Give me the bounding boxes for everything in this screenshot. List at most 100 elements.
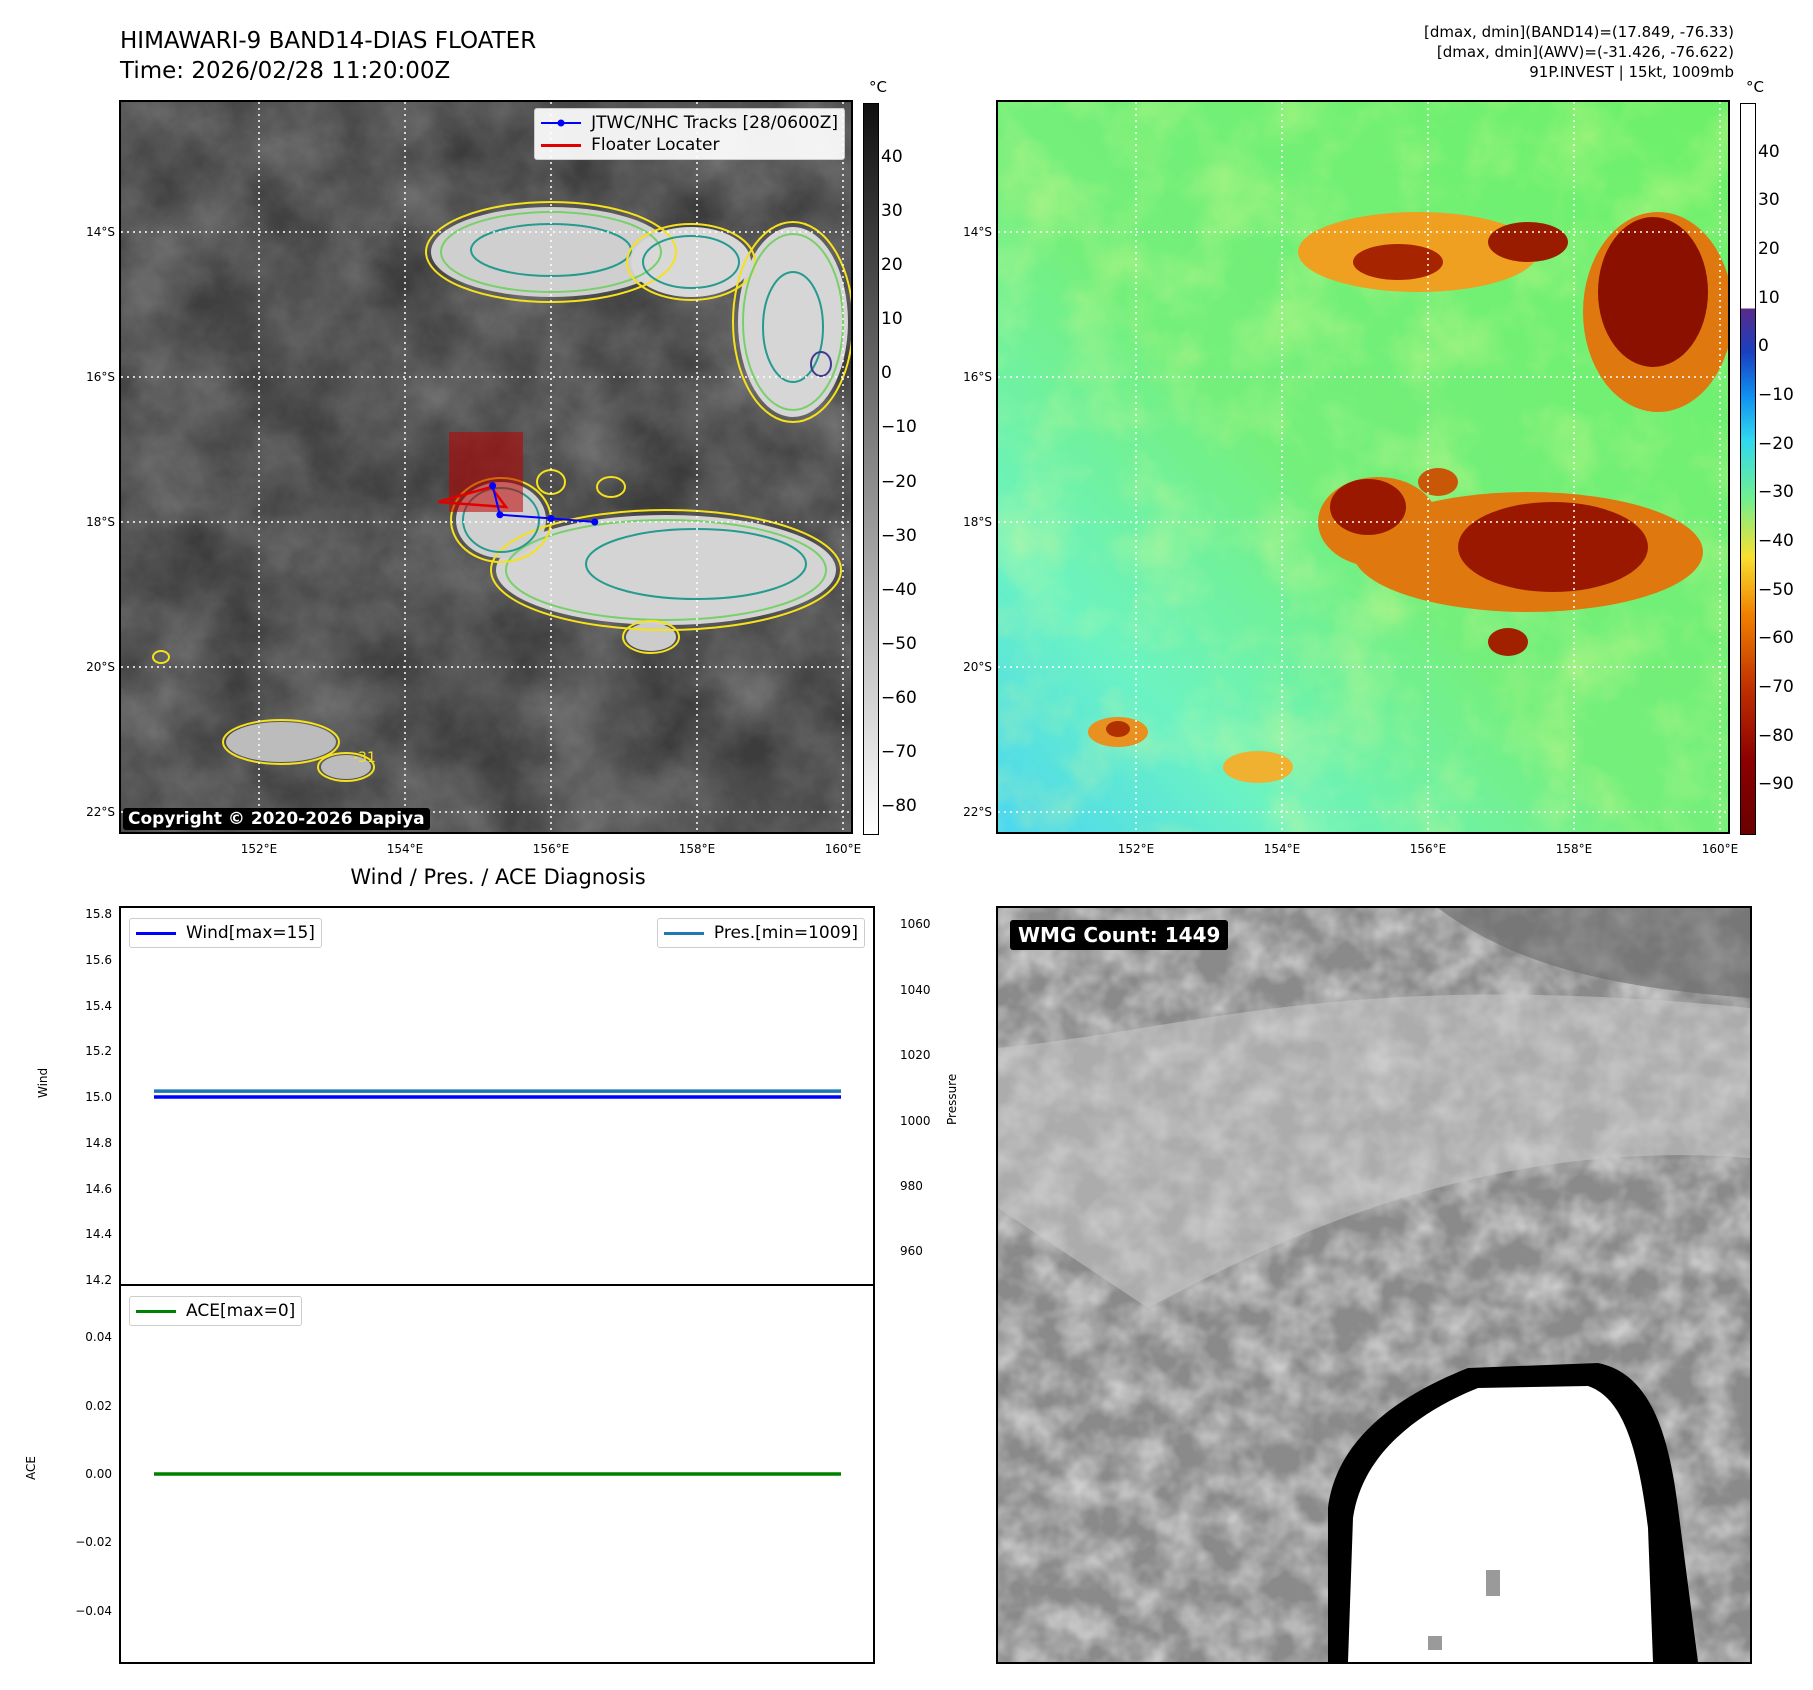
- floater-locater-outline: [437, 485, 509, 509]
- storm-info: 91P.INVEST | 15kt, 1009mb: [1529, 63, 1734, 81]
- legend-locater-label: Floater Locater: [591, 135, 720, 155]
- legend-track-entry: JTWC/NHC Tracks [28/0600Z]: [541, 112, 838, 134]
- band14-lon-tick: 154°E: [386, 842, 424, 856]
- wind-axis-tick: 14.2: [85, 1273, 112, 1287]
- awv-colorbar-tick: −90: [1758, 774, 1794, 795]
- pres-legend-label: Pres.[min=1009]: [713, 923, 858, 943]
- awv-lat-tick: 16°S: [963, 370, 992, 384]
- band14-colorbar-tick: −80: [881, 795, 917, 816]
- wmg-pixel-block-small: [1428, 1636, 1442, 1650]
- wind-legend: Wind[max=15]: [129, 918, 322, 948]
- pres-axis-tick: 1000: [900, 1113, 931, 1128]
- legend-locater-swatch: [541, 143, 582, 147]
- band14-map: -31 JTWC/NHC Tracks [28/0600Z] Floater L…: [119, 100, 853, 834]
- awv-colorbar-tick: −20: [1758, 433, 1794, 454]
- pres-axis-tick: 960: [900, 1244, 923, 1259]
- ace-axis-label: ACE: [24, 1456, 38, 1480]
- ace-axis-tick: 0.00: [85, 1467, 112, 1481]
- wind-legend-swatch: [136, 931, 176, 935]
- wind-axis-tick: 14.6: [85, 1181, 112, 1196]
- floater-locater-box: [449, 432, 523, 512]
- band14-colorbar-tick: −50: [881, 633, 917, 654]
- copyright-badge: Copyright © 2020-2026 Dapiya: [123, 808, 430, 830]
- legend-track-swatch: [541, 119, 582, 127]
- awv-lat-tick: 18°S: [963, 515, 992, 529]
- pres-axis-tick: 1020: [900, 1048, 931, 1063]
- band14-colorbar-tick: −30: [881, 525, 917, 546]
- wind-axis-tick: 14.4: [85, 1227, 112, 1242]
- awv-colorbar-tick: 20: [1758, 239, 1780, 259]
- jtwc-track-line: [491, 485, 595, 523]
- awv-map: [996, 100, 1730, 834]
- wind-axis-tick: 14.8: [85, 1135, 112, 1150]
- ace-legend: ACE[max=0]: [129, 1296, 303, 1326]
- wmg-white-core: [1348, 1386, 1653, 1662]
- ace-legend-label: ACE[max=0]: [186, 1301, 296, 1321]
- band14-lat-tick: 22°S: [86, 805, 115, 819]
- awv-lon-tick: 154°E: [1263, 842, 1301, 856]
- awv-colorbar-tick: 40: [1758, 141, 1780, 162]
- band14-lat-tick: 16°S: [86, 370, 115, 384]
- figure-title-line2: Time: 2026/02/28 11:20:00Z: [120, 58, 451, 84]
- band14-map-canvas: -31: [121, 102, 851, 832]
- pres-axis-label: Pressure: [945, 1073, 959, 1125]
- awv-lat-tick: 20°S: [963, 660, 992, 674]
- wind-axis-tick: 15.2: [85, 1044, 112, 1059]
- ace-axis-tick: −0.04: [75, 1603, 112, 1618]
- wind-pres-panel: Wind[max=15] Pres.[min=1009]: [119, 906, 875, 1286]
- awv-lon-tick: 152°E: [1117, 842, 1155, 856]
- pres-legend: Pres.[min=1009]: [656, 918, 865, 948]
- awv-gridlines: [998, 102, 1728, 832]
- pres-axis-tick: 1040: [900, 982, 931, 997]
- band14-lon-tick: 158°E: [678, 842, 716, 856]
- track-point: [591, 518, 599, 526]
- stats-awv: [dmax, dmin](AWV)=(-31.426, -76.622): [1436, 43, 1734, 61]
- band14-colorbar-tick: −10: [881, 417, 917, 438]
- wind-legend-label: Wind[max=15]: [186, 923, 315, 943]
- track-point: [496, 511, 504, 519]
- awv-core-clouds: [1106, 217, 1708, 737]
- ace-legend-swatch: [136, 1309, 176, 1313]
- pres-axis-tick: 1060: [900, 917, 931, 932]
- ace-axis-tick: −0.02: [75, 1535, 112, 1550]
- wmg-pixel-block: [1486, 1570, 1500, 1596]
- awv-colorbar-tick: −10: [1758, 385, 1794, 405]
- jtwc-track-markers: [489, 482, 599, 526]
- wmg-panel: WMG Count: 1449: [996, 906, 1752, 1664]
- wind-pres-plot: [154, 1089, 841, 1099]
- ace-axis-tick: 0.04: [85, 1330, 112, 1345]
- awv-lat-tick: 14°S: [963, 225, 992, 239]
- ace-plot: [154, 1472, 841, 1476]
- wind-axis-label: Wind: [36, 1067, 50, 1098]
- band14-colorbar-tick: 20: [881, 255, 903, 276]
- band14-colorbar-tick: −40: [881, 579, 917, 600]
- awv-colorbar-tick: 30: [1758, 190, 1780, 211]
- figure-title-line1: HIMAWARI-9 BAND14-DIAS FLOATER: [120, 28, 537, 54]
- band14-colorbar-tick: 0: [881, 363, 892, 384]
- wmg-dark-band: [1438, 908, 1750, 998]
- ace-panel: ACE[max=0]: [119, 1284, 875, 1664]
- band14-colorbar-tick: 40: [881, 147, 903, 168]
- wmg-canvas: [998, 908, 1750, 1662]
- band14-colorbar-tick: 10: [881, 309, 903, 330]
- legend-track-label: JTWC/NHC Tracks [28/0600Z]: [591, 113, 838, 133]
- band14-lon-tick: 152°E: [240, 842, 278, 856]
- awv-colorbar-tick: 0: [1758, 336, 1769, 357]
- band14-lat-tick: 14°S: [86, 225, 115, 239]
- wind-axis-tick: 15.0: [85, 1090, 112, 1104]
- wind-axis-tick: 15.6: [85, 952, 112, 967]
- legend-locater-entry: Floater Locater: [541, 134, 838, 156]
- awv-lon-tick: 156°E: [1409, 842, 1447, 856]
- awv-lat-tick: 22°S: [963, 805, 992, 819]
- track-point: [489, 482, 497, 490]
- wind-axis-tick: 15.4: [85, 998, 112, 1013]
- contour-label: -31: [353, 750, 376, 766]
- band14-lon-tick: 156°E: [532, 842, 570, 856]
- band14-lat-tick: 18°S: [86, 515, 115, 529]
- wmg-bright-band: [998, 994, 1750, 1308]
- band14-colorbar-unit: °C: [869, 78, 887, 96]
- band14-colorbar-tick: −60: [881, 687, 917, 708]
- diagnosis-title: Wind / Pres. / ACE Diagnosis: [350, 865, 646, 889]
- stats-band14: [dmax, dmin](BAND14)=(17.849, -76.33): [1423, 23, 1734, 41]
- track-point: [547, 514, 555, 522]
